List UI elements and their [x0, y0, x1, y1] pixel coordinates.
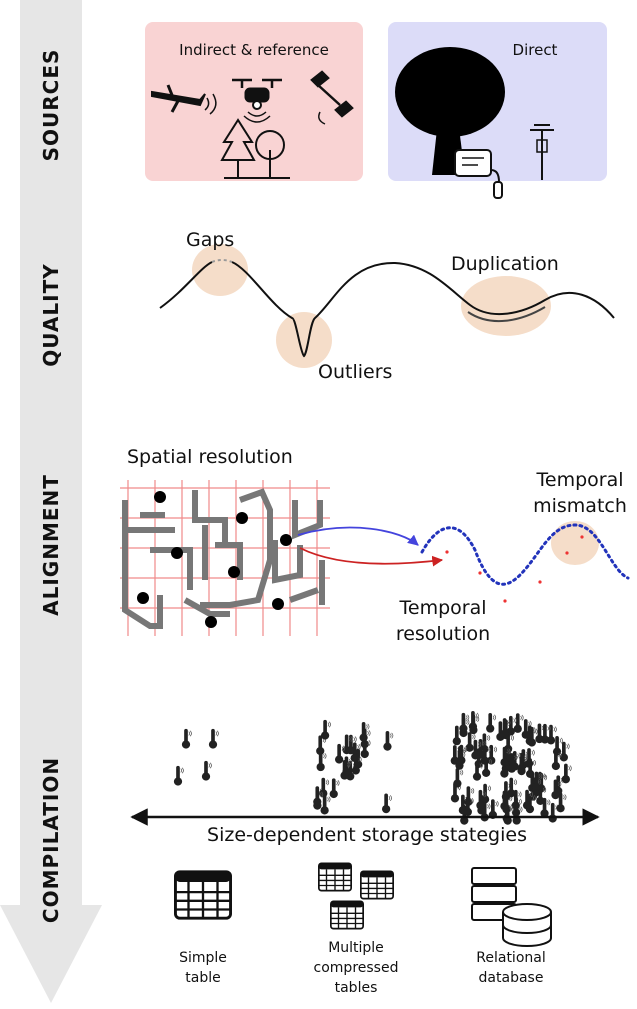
- sensor-icon: [320, 719, 331, 741]
- label-line: database: [479, 970, 544, 986]
- label-line: table: [185, 970, 220, 986]
- sensor-icon: [382, 730, 394, 752]
- source-label: Indirect & reference: [179, 41, 329, 59]
- gap-segment: [211, 259, 233, 263]
- stage-label: COMPILATION: [39, 757, 63, 923]
- storage-label: Multiple compressed tables: [314, 940, 399, 996]
- alignment-label: Temporal resolution: [396, 597, 490, 645]
- blue-arrow: [297, 526, 419, 546]
- label-line: Simple: [179, 950, 227, 966]
- sensor-icon: [548, 802, 559, 824]
- map-walls: [122, 488, 325, 629]
- sensor-icon: [485, 712, 497, 734]
- outliers-highlight: [276, 312, 332, 368]
- temporal-series: [420, 523, 630, 586]
- stage-label: SOURCES: [39, 49, 63, 162]
- table-icon: [330, 900, 364, 930]
- label-line: Temporal: [399, 597, 487, 619]
- alignment-label: Spatial resolution: [127, 446, 293, 468]
- sensor-icon: [452, 767, 464, 789]
- sensor-icon: [208, 728, 219, 750]
- direct-icons: [395, 47, 554, 199]
- label-line: mismatch: [533, 495, 627, 517]
- quality-label: Duplication: [451, 253, 559, 275]
- sensor-icon: [329, 778, 340, 799]
- duplicate-curve: [467, 306, 546, 323]
- database-icon: [471, 867, 552, 947]
- label-line: compressed: [314, 960, 399, 976]
- sensor-icon: [201, 760, 212, 782]
- signal-curve: [159, 261, 615, 358]
- pipeline-arrow: [0, 0, 102, 1003]
- storage-label: Relational database: [476, 950, 545, 986]
- sensor-icon: [318, 777, 330, 798]
- map-points: [137, 491, 292, 628]
- source-label: Direct: [513, 41, 558, 59]
- label-line: tables: [335, 980, 378, 996]
- stage-label: QUALITY: [39, 263, 63, 366]
- gaps-highlight: [192, 244, 248, 296]
- quality-label: Outliers: [318, 361, 392, 383]
- table-icon: [360, 870, 394, 900]
- table-icon: [318, 862, 352, 892]
- label-line: resolution: [396, 623, 490, 645]
- mismatch-highlight: [551, 521, 599, 565]
- duplication-highlight: [461, 276, 551, 336]
- storage-label: Simple table: [179, 950, 227, 986]
- sensor-icon: [561, 763, 572, 784]
- sensor-icon: [173, 765, 184, 787]
- sensor-icon: [468, 710, 479, 732]
- sensor-icons: [173, 710, 572, 826]
- label-line: Multiple: [328, 940, 384, 956]
- label-line: Relational: [476, 950, 545, 966]
- axis-label: Size-dependent storage stategies: [207, 824, 527, 846]
- stage-label: ALIGNMENT: [39, 474, 63, 616]
- sensor-icon: [181, 728, 192, 750]
- indirect-icons: [151, 70, 354, 179]
- simple-table-icon: [174, 870, 232, 920]
- sensor-icon: [381, 793, 393, 814]
- sensor-icon: [320, 794, 331, 815]
- temporal-points: [445, 535, 584, 603]
- alignment-label: Temporal mismatch: [533, 469, 627, 517]
- label-line: Temporal: [536, 469, 624, 491]
- red-arrow: [299, 547, 444, 567]
- quality-label: Gaps: [186, 229, 234, 251]
